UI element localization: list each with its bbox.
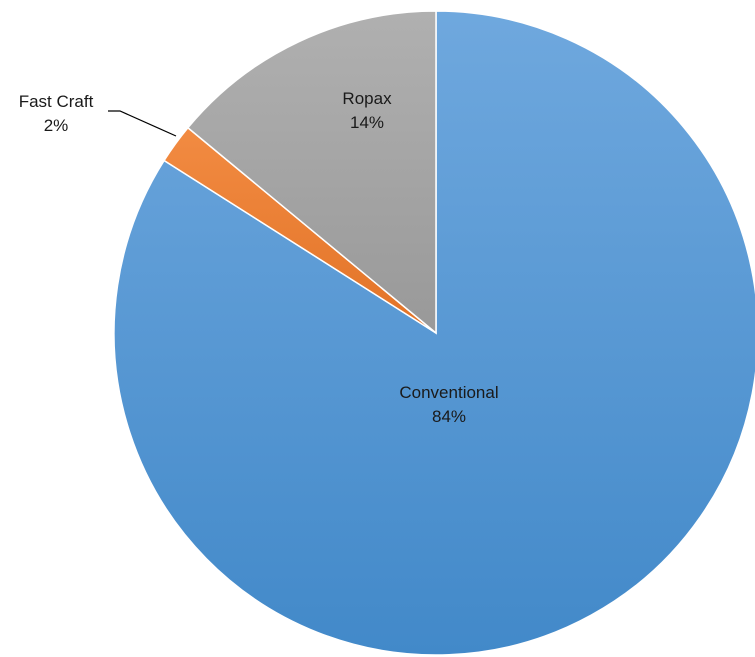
slice-name: Conventional (399, 383, 498, 402)
slice-percent: 2% (44, 116, 69, 135)
pie-slice-ropax (186, 10, 437, 335)
slice-label-conventional: Conventional 84% (399, 383, 498, 426)
slice-name: Ropax (342, 89, 392, 108)
slice-label-fast-craft: Fast Craft 2% (19, 92, 94, 135)
slice-percent: 14% (350, 113, 384, 132)
slice-percent: 84% (432, 407, 466, 426)
slice-label-ropax: Ropax 14% (342, 89, 392, 132)
leader-line (108, 110, 177, 137)
slice-name: Fast Craft (19, 92, 94, 111)
pie-slice-conventional (113, 10, 755, 656)
